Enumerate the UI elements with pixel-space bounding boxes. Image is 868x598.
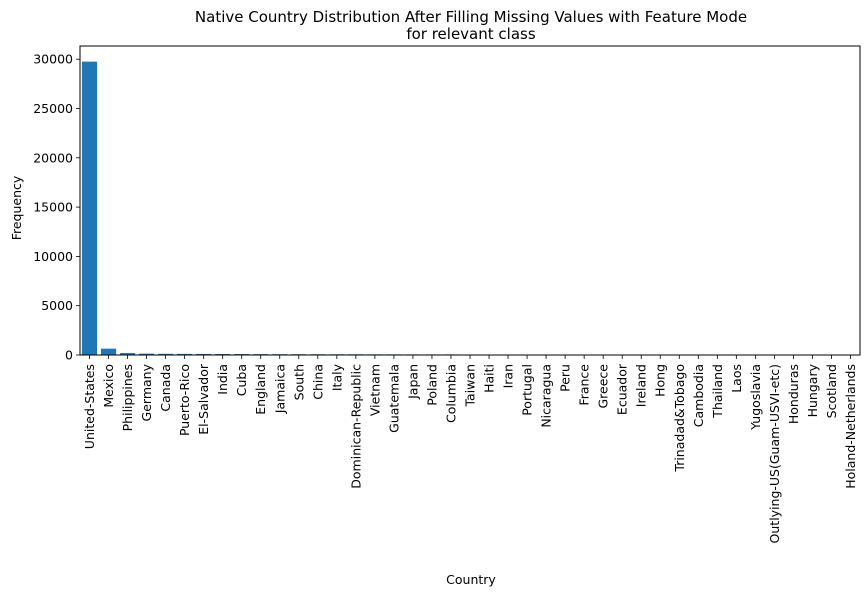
x-tick-label: Portugal bbox=[520, 364, 535, 416]
x-tick-label: Peru bbox=[558, 364, 573, 392]
x-tick-label: Thailand bbox=[710, 364, 725, 419]
x-tick-label: Canada bbox=[158, 364, 173, 412]
x-tick-label: Ecuador bbox=[615, 363, 630, 415]
x-tick-label: Dominican-Republic bbox=[348, 364, 363, 489]
x-tick-label: England bbox=[253, 364, 268, 415]
chart-subtitle: for relevant class bbox=[406, 25, 536, 43]
plot-frame bbox=[79, 45, 861, 356]
y-tick-label: 5000 bbox=[41, 298, 73, 313]
bars-group bbox=[81, 61, 859, 356]
x-tick-label: China bbox=[310, 364, 325, 400]
x-tick-label: Japan bbox=[405, 364, 420, 400]
x-axis-label: Country bbox=[446, 572, 496, 587]
x-tick-label: Hong bbox=[653, 364, 668, 397]
x-tick-label: Poland bbox=[424, 364, 439, 406]
x-tick-label: Cuba bbox=[234, 364, 249, 396]
x-tick-label: Philippines bbox=[120, 364, 135, 431]
x-tick-label: Laos bbox=[729, 364, 744, 393]
x-tick-label: India bbox=[215, 364, 230, 395]
bar bbox=[81, 61, 98, 356]
x-tick-label: Greece bbox=[596, 364, 611, 409]
x-tick-label: South bbox=[291, 364, 306, 400]
bar bbox=[100, 348, 117, 355]
x-tick-label: Cambodia bbox=[691, 364, 706, 427]
x-tick-label: El-Salvador bbox=[196, 363, 211, 435]
y-tick-label: 0 bbox=[65, 348, 73, 363]
x-tick-label: Yugoslavia bbox=[748, 364, 763, 431]
x-tick-label: Holand-Netherlands bbox=[843, 364, 858, 489]
bar bbox=[138, 353, 155, 355]
y-axis-label: Frequency bbox=[9, 175, 24, 240]
x-tick-label: Hungary bbox=[805, 363, 820, 417]
y-tick-label: 10000 bbox=[33, 249, 73, 264]
x-tick-label: Germany bbox=[139, 363, 154, 421]
x-tick-label: Taiwan bbox=[463, 364, 478, 408]
x-tick-label: Vietnam bbox=[367, 364, 382, 416]
x-tick-label: Scotland bbox=[824, 364, 839, 418]
y-axis-ticks: 0 5000 10000 15000 20000 25000 30000 bbox=[33, 52, 80, 363]
y-tick-label: 30000 bbox=[33, 52, 73, 67]
x-tick-label: Jamaica bbox=[272, 364, 287, 414]
x-tick-label: Guatemala bbox=[386, 364, 401, 433]
x-tick-label: Mexico bbox=[101, 364, 116, 408]
x-tick-label: Italy bbox=[329, 363, 344, 391]
bar bbox=[158, 353, 174, 355]
y-tick-label: 25000 bbox=[33, 101, 73, 116]
x-tick-label: Nicaragua bbox=[539, 364, 554, 428]
chart-title: Native Country Distribution After Fillin… bbox=[195, 8, 747, 26]
y-tick-label: 15000 bbox=[33, 200, 73, 215]
x-tick-label: Ireland bbox=[634, 364, 649, 407]
x-tick-label: Honduras bbox=[786, 364, 801, 424]
x-tick-label: Trinadad&Tobago bbox=[672, 364, 687, 473]
x-tick-label: Iran bbox=[501, 364, 516, 388]
bar bbox=[119, 353, 136, 355]
x-tick-label: Columbia bbox=[443, 364, 458, 423]
x-tick-label: France bbox=[577, 364, 592, 406]
x-tick-label: Puerto-Rico bbox=[177, 364, 192, 436]
x-tick-label: United-States bbox=[82, 364, 97, 449]
bar bbox=[196, 353, 212, 355]
y-tick-label: 20000 bbox=[33, 150, 73, 165]
bar bbox=[177, 353, 193, 355]
x-axis-ticks: United-States Mexico Philippines Germany Can… bbox=[82, 355, 858, 543]
x-tick-label: Haiti bbox=[482, 364, 497, 393]
x-tick-label: Outlying-US(Guam-USVI-etc) bbox=[767, 364, 782, 543]
